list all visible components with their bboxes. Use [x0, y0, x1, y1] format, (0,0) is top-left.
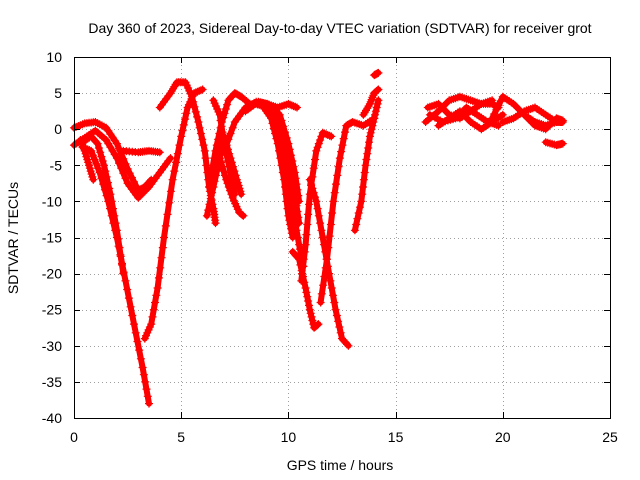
series-arc-24 — [359, 85, 383, 119]
plus-markers — [541, 138, 567, 150]
x-tick-label: 10 — [281, 429, 297, 445]
plus-markers — [370, 68, 383, 80]
x-tick-label: 25 — [602, 429, 618, 445]
plus-markers — [215, 154, 248, 220]
series-arc-12 — [215, 154, 248, 220]
series-arc-18 — [267, 102, 304, 206]
series-arc-20 — [297, 128, 336, 285]
plus-markers — [350, 96, 383, 235]
y-tick-label: -30 — [42, 338, 62, 354]
chart-title: Day 360 of 2023, Sidereal Day-to-day VTE… — [88, 20, 591, 36]
axis-ticks — [74, 57, 611, 419]
plus-markers — [359, 85, 383, 119]
series-arc-33 — [541, 138, 567, 150]
series-arc-25 — [370, 68, 383, 80]
plus-markers — [267, 102, 304, 206]
y-tick-label: -10 — [42, 193, 62, 209]
grid-lines — [74, 57, 610, 418]
y-tick-label: 5 — [54, 85, 62, 101]
plus-markers — [140, 85, 207, 343]
y-tick-label: -5 — [50, 157, 63, 173]
x-tick-labels: 0 5 10 15 20 25 — [70, 429, 618, 445]
x-axis-label: GPS time / hours — [287, 457, 394, 473]
y-axis-label: SDTVAR / TECUs — [5, 182, 21, 294]
y-tick-label: -25 — [42, 302, 62, 318]
y-tick-label: 0 — [54, 121, 62, 137]
x-tick-label: 20 — [495, 429, 511, 445]
plus-markers — [250, 99, 297, 242]
series-arc-32 — [520, 110, 567, 134]
y-tick-label: -15 — [42, 230, 62, 246]
plus-markers — [434, 107, 507, 134]
x-tick-label: 0 — [70, 429, 78, 445]
x-tick-label: 15 — [388, 429, 404, 445]
x-tick-label: 5 — [177, 429, 185, 445]
y-tick-label: -20 — [42, 266, 62, 282]
y-tick-label: 10 — [46, 49, 62, 65]
y-tick-labels: -40 -35 -30 -25 -20 -15 -10 -5 0 5 10 — [42, 49, 62, 426]
y-tick-label: -40 — [42, 410, 62, 426]
series-arc-22 — [316, 114, 379, 307]
plus-markers — [316, 114, 379, 307]
series-arc-6 — [119, 146, 164, 157]
series-arc-23 — [350, 96, 383, 235]
plus-markers — [119, 146, 164, 157]
series-arc-1 — [70, 118, 156, 195]
series-arc-21 — [305, 175, 353, 350]
plus-markers — [520, 110, 567, 134]
plus-markers — [78, 143, 153, 408]
series-arc-5 — [78, 143, 153, 408]
y-tick-label: -35 — [42, 374, 62, 390]
series-trace — [141, 86, 206, 342]
data-series — [70, 68, 567, 408]
